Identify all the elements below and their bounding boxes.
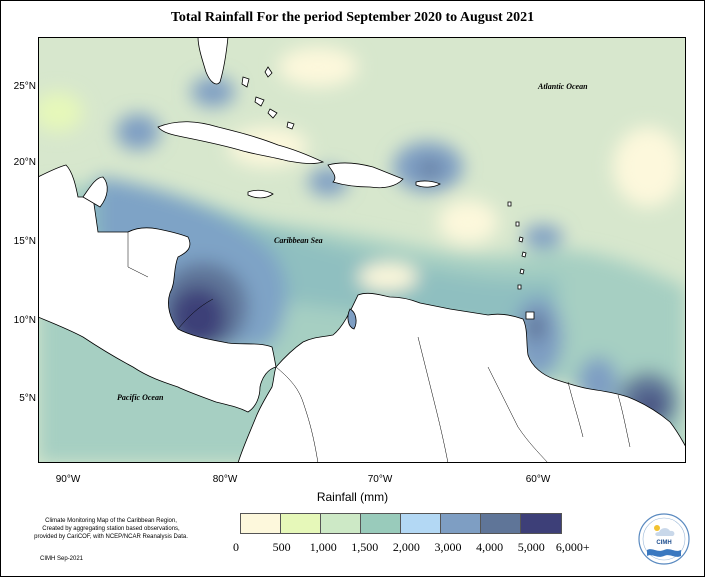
lat-tick-10: 10°N bbox=[13, 315, 36, 326]
pacific-ocean-label: Pacific Ocean bbox=[117, 393, 164, 402]
legend-label-7: 5,000 bbox=[517, 540, 545, 554]
legend-swatch-0 bbox=[241, 514, 281, 533]
atlantic-ocean-label: Atlantic Ocean bbox=[537, 82, 588, 91]
yucatan bbox=[82, 176, 108, 208]
credit-line-3: provided by CariCOF, with NCEP/NCAR Rean… bbox=[34, 534, 188, 540]
south-america bbox=[237, 292, 686, 463]
legend-label-8: 6,000+ bbox=[555, 540, 590, 554]
florida bbox=[197, 37, 229, 85]
bahamas bbox=[241, 66, 295, 130]
legend-swatch-1 bbox=[281, 514, 321, 533]
legend-swatch-7 bbox=[521, 514, 561, 533]
legend-swatch-4 bbox=[401, 514, 441, 533]
legend-label-0: 0 bbox=[233, 540, 239, 554]
legend-swatch-5 bbox=[441, 514, 481, 533]
cuba bbox=[157, 121, 325, 164]
credit-date: CIMH Sep-2021 bbox=[40, 556, 84, 562]
legend-title: Rainfall (mm) bbox=[316, 490, 389, 504]
legend-label-1: 500 bbox=[272, 540, 291, 554]
lon-tick-80: 80°W bbox=[212, 474, 238, 485]
jamaica bbox=[247, 189, 274, 199]
sun-icon bbox=[654, 525, 660, 531]
lon-tick-90: 90°W bbox=[55, 474, 81, 485]
lake-maracaibo bbox=[347, 308, 357, 330]
legend-label-2: 1,000 bbox=[309, 540, 337, 554]
cimh-logo: CIMH bbox=[638, 513, 690, 565]
credit-line-2: Created by aggregating station based obs… bbox=[42, 526, 180, 532]
country-borders bbox=[127, 232, 631, 463]
rainfall-map: Atlantic Ocean Caribbean Sea Pacific Oce… bbox=[38, 37, 686, 463]
legend-swatch-3 bbox=[361, 514, 401, 533]
lesser-antilles bbox=[507, 201, 527, 290]
lon-tick-70: 70°W bbox=[367, 474, 393, 485]
legend-label-3: 1,500 bbox=[351, 540, 379, 554]
lat-tick-15: 15°N bbox=[13, 236, 36, 247]
lat-tick-20: 20°N bbox=[13, 157, 36, 168]
cloud-icon bbox=[655, 528, 675, 536]
legend-label-5: 3,000 bbox=[434, 540, 462, 554]
legend-colorbar bbox=[240, 513, 562, 534]
lon-tick-60: 60°W bbox=[525, 474, 551, 485]
logo-text: CIMH bbox=[656, 540, 671, 546]
lat-tick-5: 5°N bbox=[19, 393, 36, 404]
legend-swatch-6 bbox=[481, 514, 521, 533]
caribbean-sea-label: Caribbean Sea bbox=[274, 236, 323, 245]
lat-tick-25: 25°N bbox=[13, 81, 36, 92]
wave-icon bbox=[647, 549, 681, 557]
credit-line-1: Climate Monitoring Map of the Caribbean … bbox=[45, 518, 177, 524]
central-america bbox=[38, 164, 277, 413]
legend-label-4: 2,000 bbox=[392, 540, 420, 554]
land-masses bbox=[38, 37, 686, 463]
puerto-rico bbox=[415, 180, 441, 188]
trinidad bbox=[525, 311, 535, 320]
map-title: Total Rainfall For the period September … bbox=[170, 10, 535, 25]
legend-swatch-2 bbox=[321, 514, 361, 533]
legend-label-6: 4,000 bbox=[476, 540, 504, 554]
hispaniola bbox=[327, 162, 404, 189]
